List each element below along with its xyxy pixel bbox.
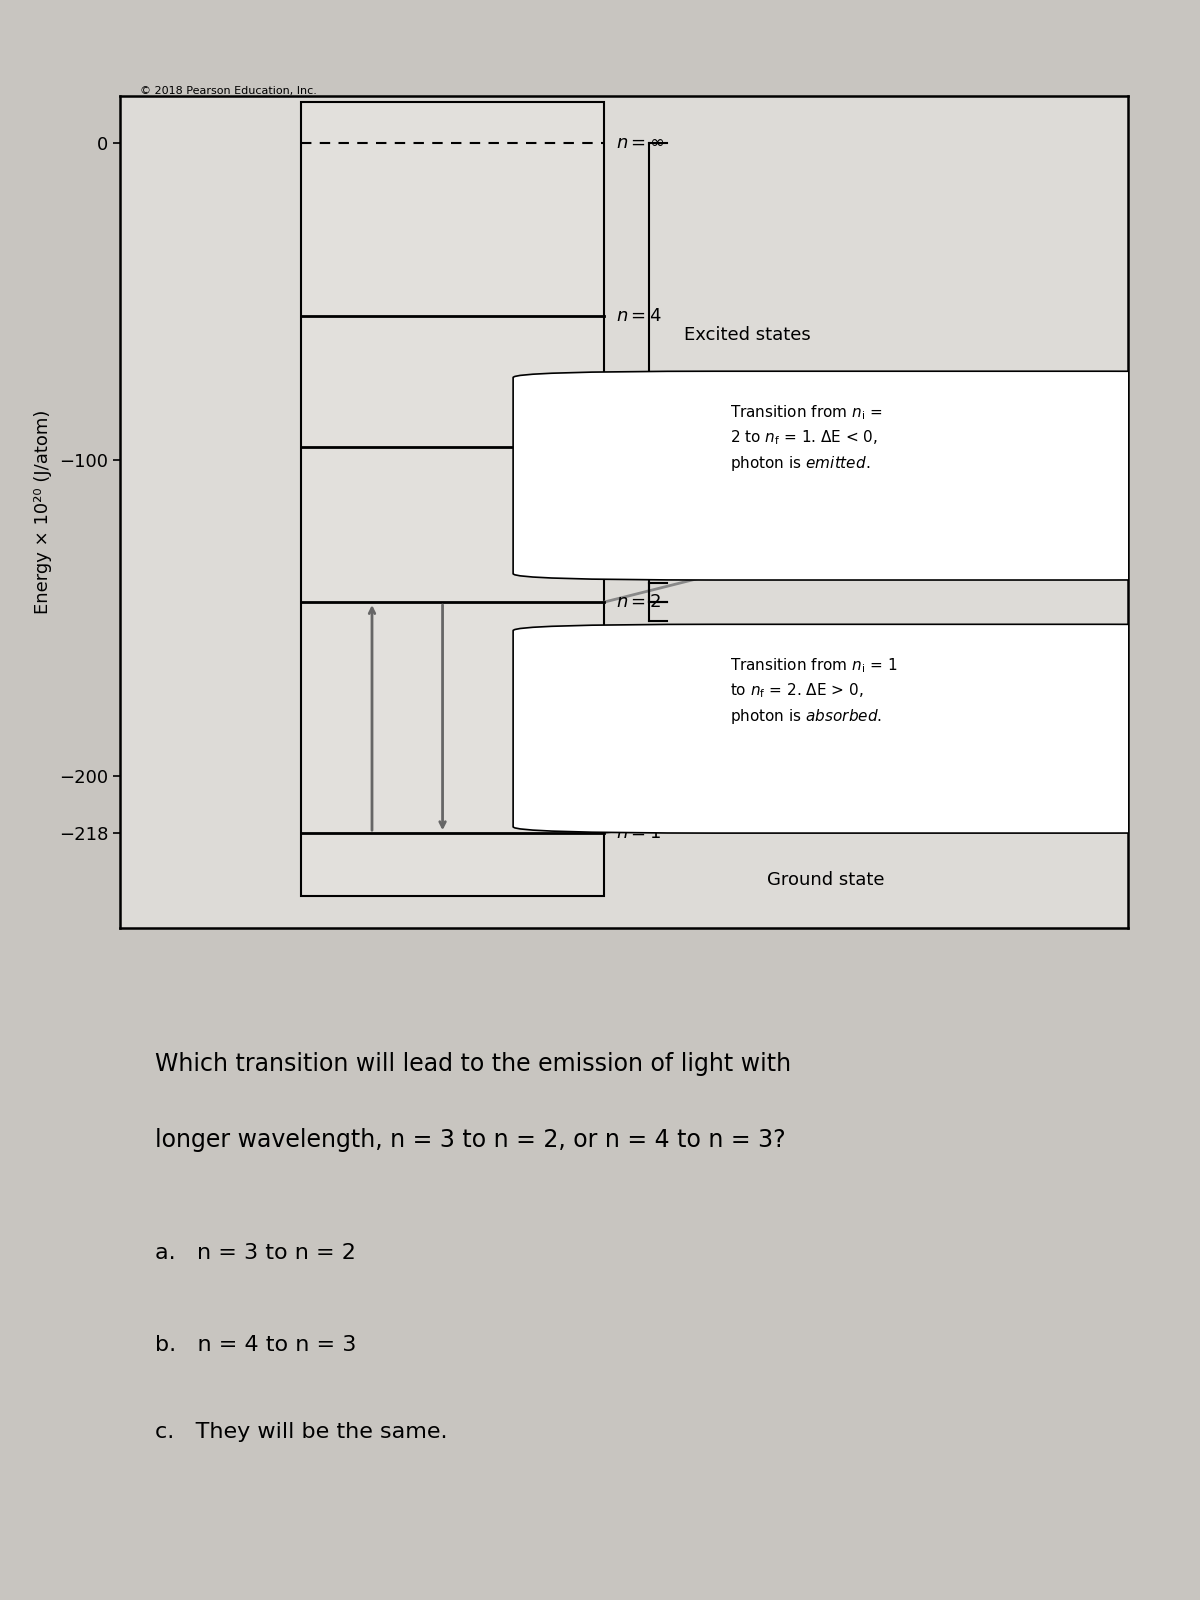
Text: Excited states: Excited states xyxy=(684,326,811,344)
Text: $n = 3$: $n = 3$ xyxy=(616,438,661,456)
Y-axis label: Energy × 10²⁰ (J/atom): Energy × 10²⁰ (J/atom) xyxy=(34,410,52,614)
Text: a.   n = 3 to n = 2: a. n = 3 to n = 2 xyxy=(155,1243,356,1262)
Text: b.   n = 4 to n = 3: b. n = 4 to n = 3 xyxy=(155,1336,356,1355)
Text: c.   They will be the same.: c. They will be the same. xyxy=(155,1422,448,1442)
Text: $n = 2$: $n = 2$ xyxy=(616,594,661,611)
Text: © 2018 Pearson Education, Inc.: © 2018 Pearson Education, Inc. xyxy=(140,86,317,96)
Text: $n = 4$: $n = 4$ xyxy=(616,307,662,325)
Text: $n = \infty$: $n = \infty$ xyxy=(616,134,665,152)
Text: Transition from $n_\mathrm{i}$ =
2 to $n_\mathrm{f}$ = 1. ΔE < 0,
photon is $\it: Transition from $n_\mathrm{i}$ = 2 to $n… xyxy=(730,403,882,474)
Text: Which transition will lead to the emission of light with: Which transition will lead to the emissi… xyxy=(155,1051,792,1075)
Bar xyxy=(301,102,604,896)
Text: Ground state: Ground state xyxy=(767,870,884,890)
FancyBboxPatch shape xyxy=(514,371,1200,581)
Text: $n = 1$: $n = 1$ xyxy=(616,824,661,842)
Text: Transition from $n_\mathrm{i}$ = 1
to $n_\mathrm{f}$ = 2. ΔE > 0,
photon is $\it: Transition from $n_\mathrm{i}$ = 1 to $n… xyxy=(730,656,898,726)
Text: longer wavelength, n = 3 to n = 2, or n = 4 to n = 3?: longer wavelength, n = 3 to n = 2, or n … xyxy=(155,1128,786,1152)
FancyBboxPatch shape xyxy=(514,624,1200,834)
